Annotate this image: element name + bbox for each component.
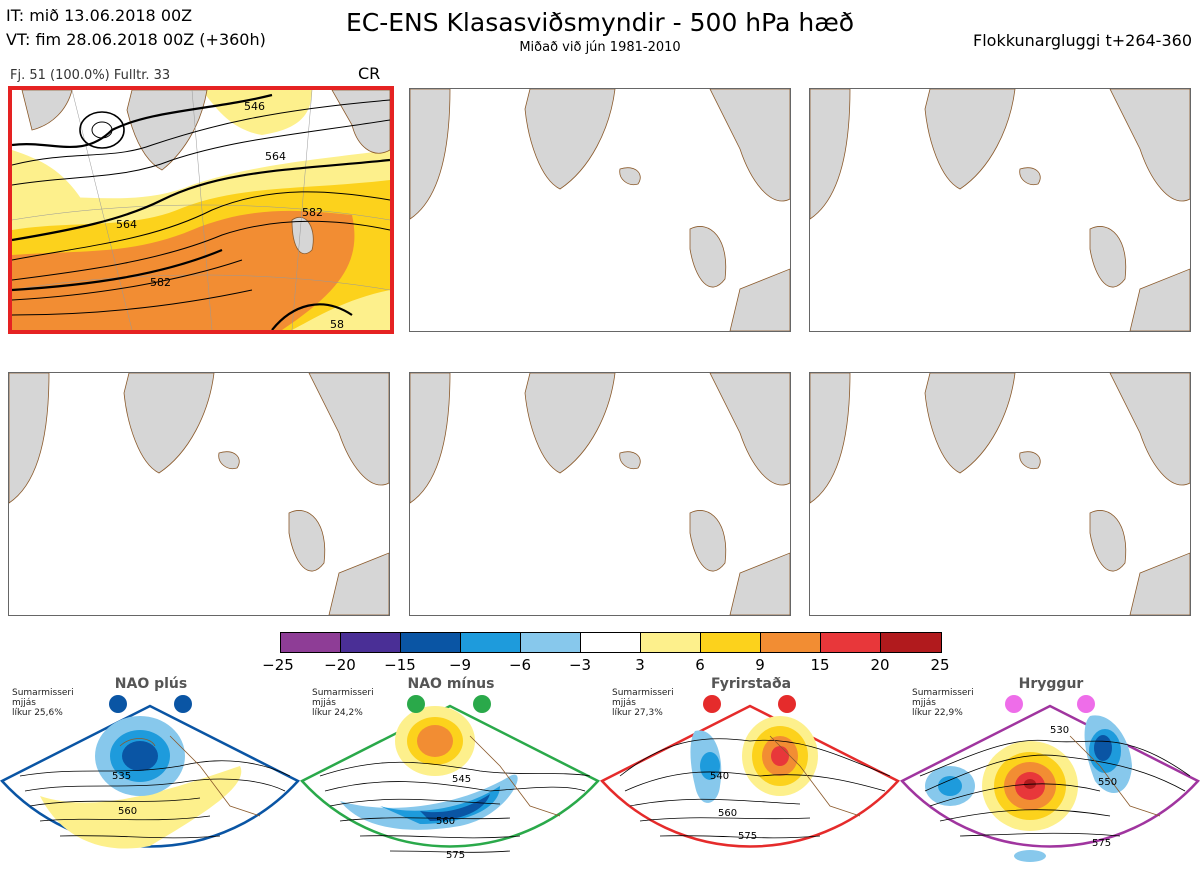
contour-label: 564	[116, 218, 137, 231]
regime-probability: líkur 22,9%	[912, 708, 963, 718]
colorbar-tick: 3	[635, 656, 645, 674]
contour-label: 575	[738, 831, 757, 842]
regime-map: 530 550 575	[899, 695, 1200, 862]
colorbar-tick: −3	[568, 656, 592, 674]
base-map	[410, 89, 790, 331]
page-title: EC-ENS Klasasviðsmyndir - 500 hPa hæð	[345, 8, 855, 37]
classification-window: Flokkunargluggi t+264-360	[973, 31, 1192, 50]
base-map	[810, 89, 1190, 331]
colorbar-swatch	[281, 633, 341, 652]
regime-mean: mjjás	[12, 698, 36, 708]
regime-marker-icon	[174, 695, 192, 713]
contour-label: 560	[118, 806, 137, 817]
regime-probability: líkur 25,6%	[12, 708, 63, 718]
empty-map-panel	[8, 372, 390, 616]
cluster-info: Fj. 51 (100.0%) Fulltr. 33	[10, 68, 171, 83]
cluster-regime-code: CR	[358, 64, 381, 83]
colorbar-swatch	[761, 633, 821, 652]
empty-map-panel	[809, 372, 1191, 616]
colorbar-tick: 20	[870, 656, 890, 674]
colorbar-ticks: −25 −20 −15 −9 −6 −3 3 6 9 15 20 25	[0, 656, 1200, 676]
regime-season: Sumarmisseri	[912, 688, 974, 698]
contour-label: 530	[1050, 725, 1069, 736]
regime-marker-icon	[473, 695, 491, 713]
colorbar-swatch	[401, 633, 461, 652]
regime-marker-icon	[407, 695, 425, 713]
contour-label: 582	[302, 206, 323, 219]
contour-label: 550	[1098, 777, 1117, 788]
regime-nao-plus: NAO plús Sumarmisseri mjjás líkur 25,6% …	[0, 676, 302, 871]
regime-marker-icon	[1005, 695, 1023, 713]
colorbar-swatch	[521, 633, 581, 652]
regime-ridge: Hryggur Sumarmisseri mjjás líkur 22,9% 5…	[899, 676, 1200, 871]
regime-marker-icon	[703, 695, 721, 713]
anomaly-colorbar	[280, 632, 942, 653]
colorbar-swatch	[461, 633, 521, 652]
colorbar-tick: 25	[930, 656, 950, 674]
regime-mean: mjjás	[312, 698, 336, 708]
regime-marker-icon	[778, 695, 796, 713]
regime-mean: mjjás	[612, 698, 636, 708]
regime-info: Sumarmisseri mjjás líkur 27,3%	[612, 688, 674, 718]
regime-name: Hryggur	[1018, 676, 1084, 692]
regime-marker-icon	[109, 695, 127, 713]
colorbar-tick: −20	[324, 656, 356, 674]
base-map	[810, 373, 1190, 615]
regime-season: Sumarmisseri	[12, 688, 74, 698]
regime-info: Sumarmisseri mjjás líkur 24,2%	[312, 688, 374, 718]
cluster-map-panel[interactable]: 546 564 564 582 582 58	[8, 86, 394, 334]
regime-name: NAO mínus	[407, 676, 495, 692]
contour-label: 560	[436, 816, 455, 827]
colorbar-tick: 15	[810, 656, 830, 674]
colorbar-swatch	[641, 633, 701, 652]
base-map	[9, 373, 389, 615]
regime-season: Sumarmisseri	[612, 688, 674, 698]
regime-mean: mjjás	[912, 698, 936, 708]
contour-label: 564	[265, 150, 286, 163]
colorbar-swatch	[581, 633, 641, 652]
regime-info: Sumarmisseri mjjás líkur 25,6%	[12, 688, 74, 718]
colorbar-swatch	[341, 633, 401, 652]
regime-name: NAO plús	[114, 676, 188, 692]
regime-map: 535 560	[0, 695, 301, 849]
contour-label: 560	[718, 808, 737, 819]
contour-label: 545	[452, 774, 471, 785]
cluster-map: 546 564 564 582 582 58	[12, 90, 390, 330]
page-subtitle: Miðað við jún 1981-2010	[519, 40, 681, 55]
empty-map-panel	[809, 88, 1191, 332]
colorbar-tick: 6	[695, 656, 705, 674]
colorbar-tick: 9	[755, 656, 765, 674]
empty-map-panel	[409, 88, 791, 332]
initial-time: IT: mið 13.06.2018 00Z	[6, 6, 193, 25]
colorbar-tick: −25	[262, 656, 294, 674]
contour-label: 535	[112, 771, 131, 782]
regime-probability: líkur 24,2%	[312, 708, 363, 718]
regime-marker-icon	[1077, 695, 1095, 713]
regime-blocking: Fyrirstaða Sumarmisseri mjjás líkur 27,3…	[599, 676, 902, 871]
regime-nao-minus: NAO mínus Sumarmisseri mjjás líkur 24,2%…	[299, 676, 602, 871]
colorbar-swatch	[821, 633, 881, 652]
contour-label: 58	[330, 318, 344, 330]
regime-probability: líkur 27,3%	[612, 708, 663, 718]
header-times: IT: mið 13.06.2018 00Z VT: fim 28.06.201…	[6, 4, 266, 52]
contour-label: 582	[150, 276, 171, 289]
colorbar-swatch	[701, 633, 761, 652]
regime-season: Sumarmisseri	[312, 688, 374, 698]
contour-label: 546	[244, 100, 265, 113]
base-map	[410, 373, 790, 615]
regime-map: 540 560 575	[599, 695, 901, 848]
regime-info: Sumarmisseri mjjás líkur 22,9%	[912, 688, 974, 718]
contour-label: 540	[710, 771, 729, 782]
regime-name: Fyrirstaða	[710, 676, 792, 692]
empty-map-panel	[409, 372, 791, 616]
contour-label: 575	[1092, 838, 1111, 849]
regime-map: 545 560 575	[299, 695, 601, 861]
colorbar-tick: −15	[384, 656, 416, 674]
colorbar-swatch	[881, 633, 941, 652]
valid-time: VT: fim 28.06.2018 00Z (+360h)	[6, 30, 266, 49]
colorbar-tick: −6	[508, 656, 532, 674]
contour-label: 575	[446, 850, 465, 861]
colorbar-tick: −9	[448, 656, 472, 674]
